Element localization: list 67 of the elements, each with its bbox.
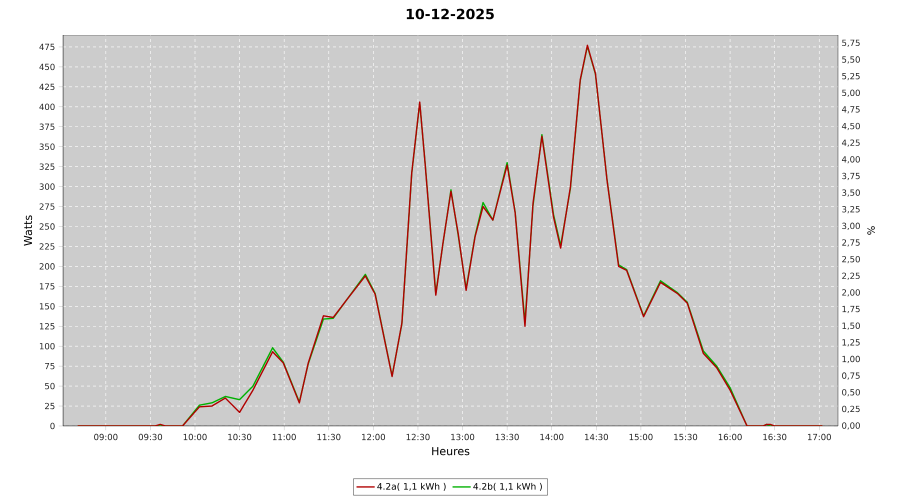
x-tick-label: 09:30 [138, 434, 162, 440]
x-tick-label: 09:00 [94, 434, 118, 440]
x-tick-label: 13:00 [451, 434, 474, 440]
y-tick-label: 300 [40, 183, 55, 190]
y2-tick-label: 5,50 [842, 56, 860, 64]
y-tick-label: 225 [40, 243, 54, 250]
x-tick-label: 10:30 [228, 434, 252, 440]
y-tick-label: 0 [50, 422, 55, 430]
y-tick-label: 75 [45, 362, 54, 370]
y-tick-label: 375 [40, 124, 54, 130]
y-tick-label: 25 [45, 402, 54, 410]
x-tick-label: 16:30 [763, 434, 786, 440]
y-tick-label: 450 [39, 64, 55, 70]
x-tick-label: 17:00 [808, 434, 831, 440]
x-axis-title: Heures [432, 447, 470, 456]
x-tick-label: 11:00 [272, 434, 296, 440]
y2-tick-label: 5,75 [842, 40, 860, 47]
y2-tick-label: 4,25 [842, 139, 860, 147]
x-tick-label: 16:00 [718, 434, 742, 440]
y-tick-label: 100 [40, 342, 55, 350]
y2-tick-label: 5,00 [842, 90, 860, 97]
y2-tick-label: 2,25 [842, 272, 860, 280]
y-tick-label: 125 [40, 323, 54, 330]
y2-tick-label: 1,25 [842, 339, 860, 346]
y2-tick-label: 1,75 [842, 306, 860, 314]
y-tick-label: 275 [40, 203, 54, 210]
y-tick-label: 50 [45, 382, 55, 390]
y-axis-title: Watts [24, 215, 32, 246]
y2-tick-label: 3,00 [842, 222, 860, 230]
y2-tick-label: 3,50 [842, 189, 860, 197]
y-tick-label: 250 [40, 223, 55, 230]
y2-tick-label: 3,75 [842, 172, 860, 180]
y-tick-label: 150 [40, 303, 55, 310]
y-tick-label: 350 [40, 143, 55, 150]
y2-axis-title: % [867, 226, 875, 235]
x-tick-label: 12:00 [362, 434, 386, 440]
y2-tick-label: 2,00 [842, 289, 860, 297]
y-tick-label: 425 [39, 84, 54, 90]
y-tick-label: 400 [39, 104, 55, 110]
x-tick-label: 12:30 [406, 434, 430, 440]
y2-tick-label: 2,75 [842, 239, 860, 247]
y2-tick-label: 0,00 [842, 422, 860, 430]
legend-label: 4.2b( 1,1 kWh ) [473, 482, 542, 491]
y2-tick-label: 0,75 [842, 372, 860, 380]
y-tick-label: 200 [40, 263, 55, 270]
y-tick-label: 325 [40, 163, 54, 170]
x-tick-label: 13:30 [496, 434, 519, 440]
y2-tick-label: 2,50 [842, 256, 860, 264]
chart-title: 10-12-2025 [406, 8, 494, 20]
x-tick-label: 14:00 [540, 434, 564, 440]
y2-tick-label: 4,00 [842, 156, 860, 164]
y2-tick-label: 1,50 [842, 322, 860, 330]
x-tick-label: 14:30 [585, 434, 608, 440]
y2-tick-label: 0,25 [842, 406, 860, 413]
y-tick-label: 175 [40, 283, 54, 290]
legend-label: 4.2a( 1,1 kWh ) [377, 482, 446, 491]
y2-tick-label: 3,25 [842, 206, 860, 214]
y2-tick-label: 4,75 [842, 106, 860, 114]
y2-tick-label: 5,25 [842, 72, 860, 80]
x-tick-label: 15:00 [630, 434, 653, 440]
y2-tick-label: 4,50 [842, 122, 860, 130]
x-tick-label: 15:30 [674, 434, 698, 440]
y2-tick-label: 1,00 [842, 356, 860, 364]
y2-tick-label: 0,50 [842, 389, 860, 396]
y-tick-label: 475 [39, 44, 54, 50]
x-tick-label: 10:00 [184, 434, 207, 440]
x-tick-label: 11:30 [317, 434, 340, 440]
